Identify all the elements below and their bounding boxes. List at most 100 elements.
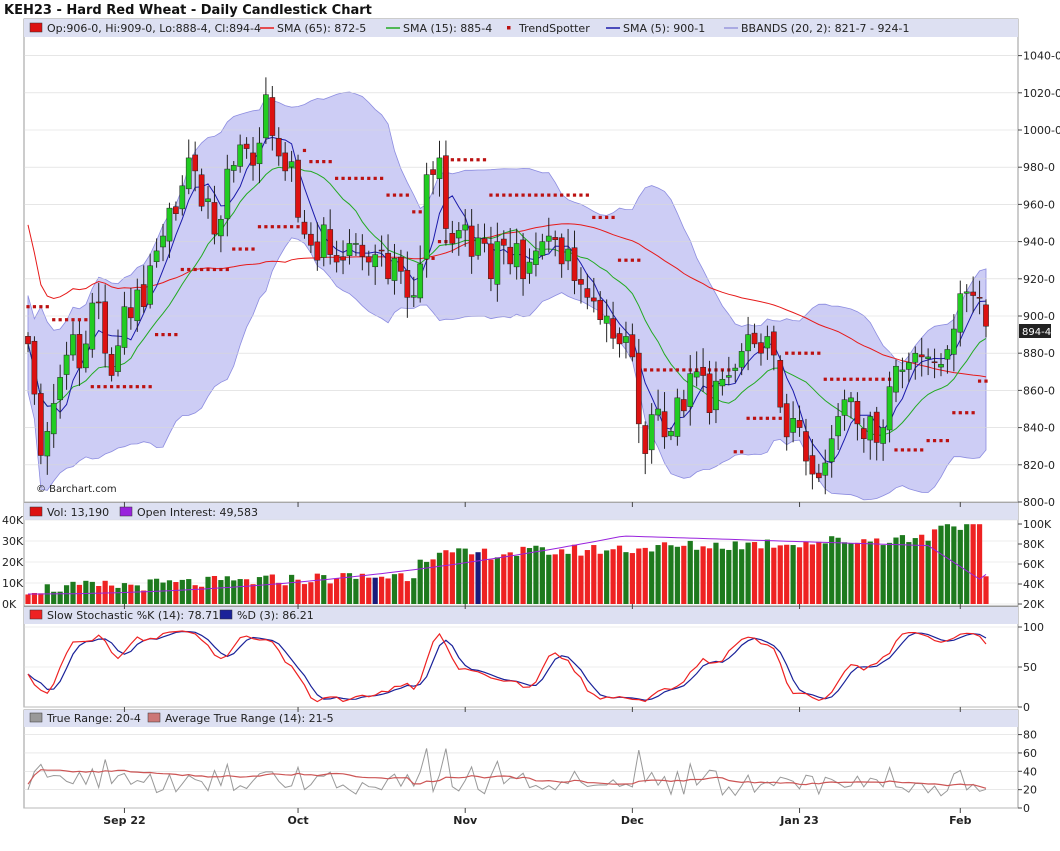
volume-bar (803, 541, 809, 604)
candle (462, 224, 469, 231)
volume-bar (96, 585, 102, 604)
trendspotter-dot (367, 176, 371, 180)
trendspotter-dot (560, 193, 564, 197)
volume-bar (51, 591, 57, 604)
candle (320, 224, 327, 258)
trendspotter-dot (650, 368, 654, 372)
trendspotter-dot (328, 160, 332, 164)
volume-bar (218, 580, 224, 604)
trendspotter-dot (605, 215, 609, 220)
candle (918, 354, 925, 358)
candle (50, 403, 57, 435)
trendspotter-dot (238, 247, 242, 251)
candle (500, 238, 507, 246)
trendspotter-dot (977, 379, 982, 383)
candles (25, 77, 989, 495)
trendspotter-dot (804, 351, 808, 355)
legend-swatch (29, 609, 43, 620)
true-range-line (27, 748, 987, 797)
candle (423, 174, 430, 260)
volume-bar (462, 548, 468, 604)
volume-bar (777, 545, 783, 604)
trendspotter-dot (309, 160, 313, 164)
trendspotter-dot (187, 267, 191, 272)
atr-tick-label: 20 (1023, 784, 1037, 797)
candle (455, 230, 462, 239)
volume-bar (211, 575, 218, 604)
volume-bar (700, 546, 706, 604)
candle (700, 366, 706, 376)
trendspotter-dot (482, 158, 487, 162)
trendspotter-dot (617, 258, 622, 262)
candle (938, 364, 944, 368)
chart-title: KEH23 - Hard Red Wheat - Daily Candlesti… (4, 3, 372, 18)
trendspotter-dot (71, 318, 75, 322)
candle (616, 333, 623, 345)
trendspotter-dot (103, 385, 107, 389)
candle (224, 168, 231, 219)
candle (115, 345, 121, 372)
trendspotter-dot (907, 448, 911, 452)
volume-bar (674, 546, 680, 604)
trendspotter-dot (109, 385, 114, 389)
candle (359, 244, 366, 257)
candle (642, 425, 649, 454)
price-tick-label: 940-0 (1023, 236, 1055, 249)
candle (95, 301, 102, 304)
candle (848, 397, 854, 403)
volume-bar (70, 581, 76, 604)
volume-bar (436, 552, 443, 604)
candle (623, 336, 629, 343)
candle (282, 152, 289, 172)
trendspotter-dot (470, 158, 474, 162)
volume-bar (867, 541, 873, 604)
candle (790, 418, 796, 433)
trendspotter-dot (566, 193, 570, 197)
volume-bar (475, 552, 481, 604)
volume-bar (385, 578, 391, 604)
candle (693, 371, 700, 378)
volume-bar (976, 524, 983, 604)
trendspotter-dot (630, 258, 634, 262)
volume-left-tick-label: 20K (2, 556, 24, 569)
candle (288, 161, 295, 168)
trendspotter-dot (515, 193, 519, 197)
volume-legend: Vol: 13,190 Open Interest: 49,583 (29, 506, 258, 519)
trendspotter-dot (386, 193, 390, 197)
trendspotter-dot (932, 439, 937, 443)
candle (340, 256, 346, 261)
atr-tick-label: 0 (1023, 802, 1030, 815)
trendspotter-dot (193, 267, 197, 272)
candle (893, 365, 899, 393)
volume-bar (289, 574, 295, 604)
candle (378, 249, 385, 252)
volume-bar (964, 524, 970, 604)
trendspotter-dot (521, 193, 525, 197)
volume-left-tick-label: 30K (2, 535, 24, 548)
candle (121, 306, 128, 348)
volume-panel-header (24, 503, 1018, 520)
candle (680, 399, 687, 412)
trendspotter-dot (971, 411, 975, 415)
price-tick-label: 880-0 (1023, 347, 1055, 360)
candle (764, 336, 771, 349)
trendspotter-dot (830, 377, 834, 381)
candle (539, 241, 546, 256)
candle (719, 378, 726, 387)
candle (648, 414, 655, 451)
trendspotter-dot (418, 210, 422, 214)
stochastic-k-line (27, 630, 987, 703)
trendspotter-dot (116, 385, 120, 389)
candle (346, 243, 353, 256)
candle (134, 289, 141, 322)
legend-swatch (119, 506, 133, 517)
candle (192, 154, 199, 172)
open-interest-line (28, 535, 987, 595)
candle (25, 336, 31, 345)
trendspotter-dot (682, 368, 686, 372)
price-tick-label: 820-0 (1023, 459, 1055, 472)
candle (372, 254, 379, 268)
candle (951, 328, 957, 355)
trendspotter-dot (862, 377, 866, 381)
trendspotter-dot (277, 225, 281, 229)
